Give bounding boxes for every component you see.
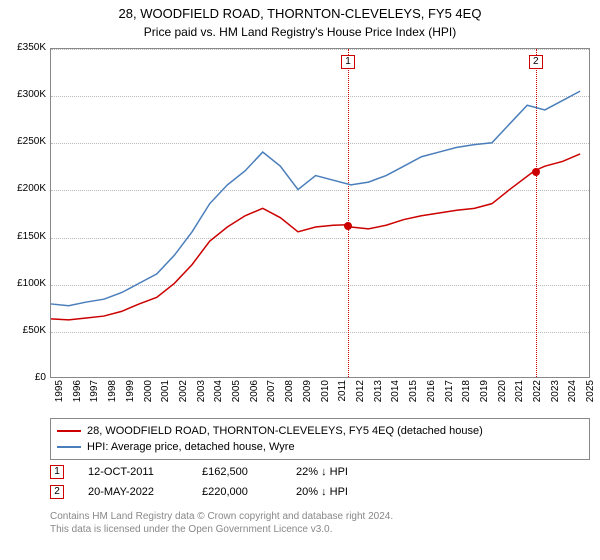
x-axis-label: 2017 (444, 380, 455, 410)
x-axis-label: 2016 (426, 380, 437, 410)
x-axis-label: 2004 (213, 380, 224, 410)
x-axis-label: 2002 (178, 380, 189, 410)
y-axis-label: £150K (2, 231, 46, 242)
x-axis-label: 2008 (284, 380, 295, 410)
x-axis-label: 2015 (408, 380, 419, 410)
footer-attribution: Contains HM Land Registry data © Crown c… (50, 510, 590, 536)
series-hpi (51, 91, 580, 306)
x-axis-label: 2007 (266, 380, 277, 410)
transaction-price: £162,500 (202, 466, 272, 478)
y-axis-label: £100K (2, 278, 46, 289)
transaction-table: 1 12-OCT-2011 £162,500 22% ↓ HPI 2 20-MAY-202… (50, 462, 590, 502)
x-axis-label: 1996 (72, 380, 83, 410)
x-axis-label: 2025 (585, 380, 596, 410)
x-axis-label: 2000 (143, 380, 154, 410)
transaction-marker: 1 (50, 465, 64, 479)
transaction-date: 20-MAY-2022 (88, 486, 178, 498)
x-axis-label: 2023 (550, 380, 561, 410)
x-axis-label: 2012 (355, 380, 366, 410)
chart-subtitle: Price paid vs. HM Land Registry's House … (0, 21, 600, 39)
x-axis-label: 2022 (532, 380, 543, 410)
legend-item: 28, WOODFIELD ROAD, THORNTON-CLEVELEYS, … (57, 423, 583, 439)
x-axis-label: 2010 (320, 380, 331, 410)
x-axis-label: 2019 (479, 380, 490, 410)
x-axis-label: 2001 (160, 380, 171, 410)
x-axis-label: 2020 (497, 380, 508, 410)
x-axis-label: 2006 (249, 380, 260, 410)
x-axis-label: 1998 (107, 380, 118, 410)
x-axis-label: 2021 (514, 380, 525, 410)
transaction-diff: 20% ↓ HPI (296, 486, 376, 498)
footer-line-1: Contains HM Land Registry data © Crown c… (50, 510, 590, 523)
y-axis-label: £0 (2, 372, 46, 383)
legend-swatch (57, 446, 81, 448)
x-axis-label: 2024 (567, 380, 578, 410)
y-axis-label: £200K (2, 183, 46, 194)
transaction-row: 1 12-OCT-2011 £162,500 22% ↓ HPI (50, 462, 590, 482)
legend-swatch (57, 430, 81, 432)
chart-plot-area: 12 (50, 48, 590, 378)
x-axis-label: 2013 (373, 380, 384, 410)
legend: 28, WOODFIELD ROAD, THORNTON-CLEVELEYS, … (50, 418, 590, 460)
x-axis-label: 2005 (231, 380, 242, 410)
legend-label: HPI: Average price, detached house, Wyre (87, 441, 295, 453)
x-axis-label: 1999 (125, 380, 136, 410)
transaction-diff: 22% ↓ HPI (296, 466, 376, 478)
chart-title: 28, WOODFIELD ROAD, THORNTON-CLEVELEYS, … (0, 0, 600, 21)
x-axis-label: 2011 (337, 380, 348, 410)
y-axis-label: £250K (2, 136, 46, 147)
footer-line-2: This data is licensed under the Open Gov… (50, 523, 590, 536)
x-axis-label: 1997 (89, 380, 100, 410)
price-point (344, 222, 352, 230)
price-point (532, 168, 540, 176)
y-axis-label: £50K (2, 325, 46, 336)
x-axis-label: 2018 (461, 380, 472, 410)
transaction-marker: 2 (50, 485, 64, 499)
y-axis-label: £300K (2, 89, 46, 100)
transaction-date: 12-OCT-2011 (88, 466, 178, 478)
y-axis-label: £350K (2, 42, 46, 53)
x-axis-label: 2003 (196, 380, 207, 410)
x-axis-label: 1995 (54, 380, 65, 410)
x-axis-label: 2009 (302, 380, 313, 410)
x-axis-label: 2014 (390, 380, 401, 410)
series-property (51, 154, 580, 320)
transaction-price: £220,000 (202, 486, 272, 498)
legend-item: HPI: Average price, detached house, Wyre (57, 439, 583, 455)
transaction-row: 2 20-MAY-2022 £220,000 20% ↓ HPI (50, 482, 590, 502)
legend-label: 28, WOODFIELD ROAD, THORNTON-CLEVELEYS, … (87, 425, 483, 437)
